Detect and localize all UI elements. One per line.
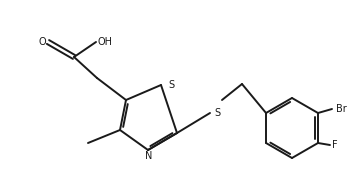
Text: S: S — [214, 108, 220, 118]
Text: O: O — [38, 37, 46, 47]
Text: OH: OH — [98, 37, 113, 47]
Text: F: F — [332, 140, 338, 150]
Text: N: N — [145, 151, 153, 161]
Text: Br: Br — [336, 104, 347, 114]
Text: S: S — [168, 80, 174, 90]
